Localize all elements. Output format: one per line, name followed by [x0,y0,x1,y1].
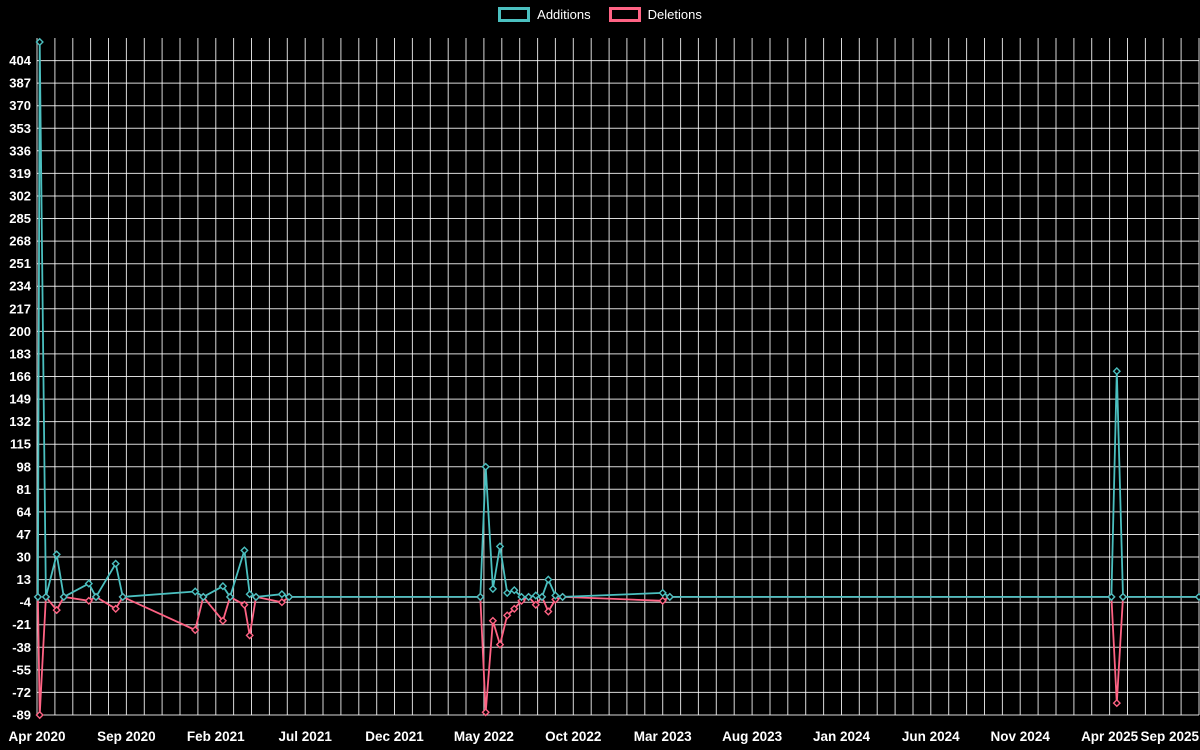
svg-text:Mar 2023: Mar 2023 [634,729,692,744]
svg-text:370: 370 [9,98,31,113]
svg-text:-89: -89 [12,708,31,723]
svg-text:285: 285 [9,211,31,226]
legend-label-additions: Additions [537,7,591,22]
svg-text:64: 64 [17,504,32,519]
svg-text:387: 387 [9,76,31,91]
svg-text:149: 149 [9,392,31,407]
svg-text:-4: -4 [19,595,31,610]
svg-text:Oct 2022: Oct 2022 [545,729,601,744]
svg-text:217: 217 [9,301,31,316]
svg-text:336: 336 [9,143,31,158]
svg-text:Jan 2024: Jan 2024 [813,729,871,744]
svg-text:183: 183 [9,346,31,361]
svg-text:Apr 2020: Apr 2020 [8,729,65,744]
svg-text:319: 319 [9,166,31,181]
additions-swatch [498,7,531,22]
svg-text:Apr 2025: Apr 2025 [1081,729,1139,744]
svg-text:251: 251 [9,256,31,271]
legend-label-deletions: Deletions [647,7,702,22]
svg-text:81: 81 [17,482,31,497]
svg-text:115: 115 [10,437,31,452]
svg-text:166: 166 [9,369,31,384]
svg-text:234: 234 [9,279,31,294]
svg-text:47: 47 [17,527,31,542]
svg-text:Jul 2021: Jul 2021 [279,729,333,744]
deletions-swatch [608,7,641,22]
svg-text:268: 268 [9,234,31,249]
svg-text:Aug 2023: Aug 2023 [722,729,783,744]
svg-text:-72: -72 [12,685,31,700]
svg-text:Sep 2020: Sep 2020 [97,729,156,744]
svg-text:353: 353 [9,121,31,136]
svg-text:Feb 2021: Feb 2021 [187,729,245,744]
svg-text:98: 98 [17,459,31,474]
svg-text:-21: -21 [12,617,31,632]
svg-text:Sep 2025: Sep 2025 [1140,729,1199,744]
svg-text:-38: -38 [12,640,31,655]
svg-text:132: 132 [9,414,31,429]
svg-text:May 2022: May 2022 [454,729,514,744]
legend-item-deletions[interactable]: Deletions [608,7,702,22]
chart-legend: Additions Deletions [0,7,1200,22]
svg-text:30: 30 [17,550,31,565]
svg-text:404: 404 [9,53,31,68]
legend-item-additions[interactable]: Additions [498,7,591,22]
svg-text:200: 200 [9,324,31,339]
svg-text:-55: -55 [12,662,31,677]
svg-text:Jun 2024: Jun 2024 [902,729,960,744]
svg-text:13: 13 [17,572,31,587]
svg-text:302: 302 [9,189,31,204]
svg-text:Dec 2021: Dec 2021 [365,729,424,744]
svg-text:Nov 2024: Nov 2024 [991,729,1051,744]
